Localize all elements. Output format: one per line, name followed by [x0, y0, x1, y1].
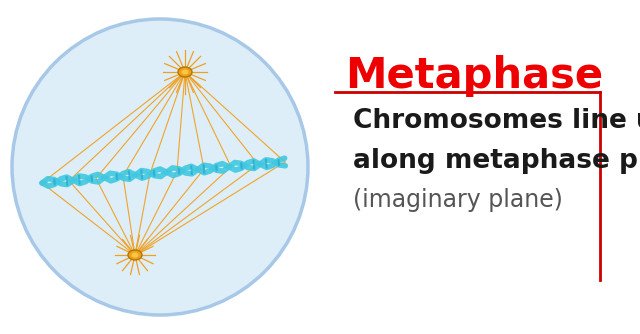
Text: (imaginary plane): (imaginary plane): [353, 188, 563, 212]
Ellipse shape: [182, 69, 189, 74]
Text: along metaphase plate: along metaphase plate: [353, 148, 640, 174]
Text: Chromosomes line up: Chromosomes line up: [353, 108, 640, 134]
Ellipse shape: [128, 250, 142, 260]
Ellipse shape: [178, 67, 192, 77]
Text: Metaphase: Metaphase: [345, 55, 603, 97]
Ellipse shape: [131, 253, 138, 258]
Circle shape: [12, 19, 308, 315]
